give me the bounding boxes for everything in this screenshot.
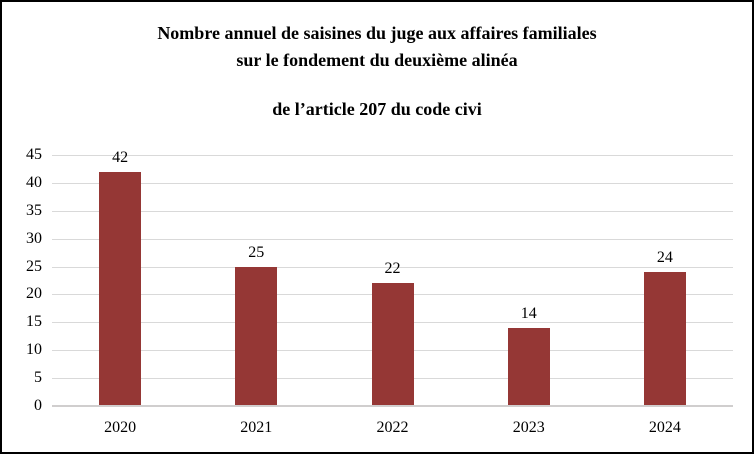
gridline [52, 266, 733, 268]
bar-value-label: 22 [384, 260, 401, 278]
bar-2020 [99, 171, 142, 405]
chart-title-line-1: Nombre annuel de saisines du juge aux af… [157, 23, 597, 43]
bar-value-label: 25 [248, 243, 265, 261]
y-axis-tick-label: 35 [26, 201, 42, 219]
x-axis-tick-label: 2023 [512, 419, 545, 436]
chart-title: Nombre annuel de saisines du juge aux af… [2, 20, 752, 123]
y-axis-tick-label: 15 [26, 313, 42, 331]
bar-value-label: 14 [520, 304, 537, 322]
bar-2024 [643, 272, 686, 405]
x-axis-tick-label: 2024 [648, 419, 681, 436]
chart-title-line-2: sur le fondement du deuxième alinéa [236, 50, 518, 70]
y-axis-tick-label: 40 [26, 173, 42, 191]
y-axis-tick-label: 20 [26, 285, 42, 303]
y-axis-tick-label: 10 [26, 341, 42, 359]
y-axis-tick-label: 45 [26, 146, 42, 163]
bar-value-label: 42 [112, 148, 129, 166]
bar-value-label: 24 [656, 249, 673, 267]
chart-title-line-3: de l’article 207 du code civi [272, 99, 482, 119]
gridline [52, 182, 733, 184]
gridline [52, 238, 733, 240]
bar-2023 [507, 327, 550, 405]
x-axis-tick-label: 2022 [376, 419, 409, 436]
bar-2021 [235, 266, 278, 405]
gridline [52, 210, 733, 212]
gridline [52, 155, 733, 156]
bar-2022 [371, 283, 414, 405]
y-axis-tick-label: 25 [26, 257, 42, 275]
y-axis-tick-label: 30 [26, 229, 42, 247]
y-axis-tick-label: 5 [34, 369, 42, 387]
x-axis-tick-label: 2021 [240, 419, 273, 436]
y-axis-tick-label: 0 [34, 397, 42, 414]
x-axis-tick-label: 2020 [104, 419, 137, 436]
x-axis-line [52, 405, 733, 407]
